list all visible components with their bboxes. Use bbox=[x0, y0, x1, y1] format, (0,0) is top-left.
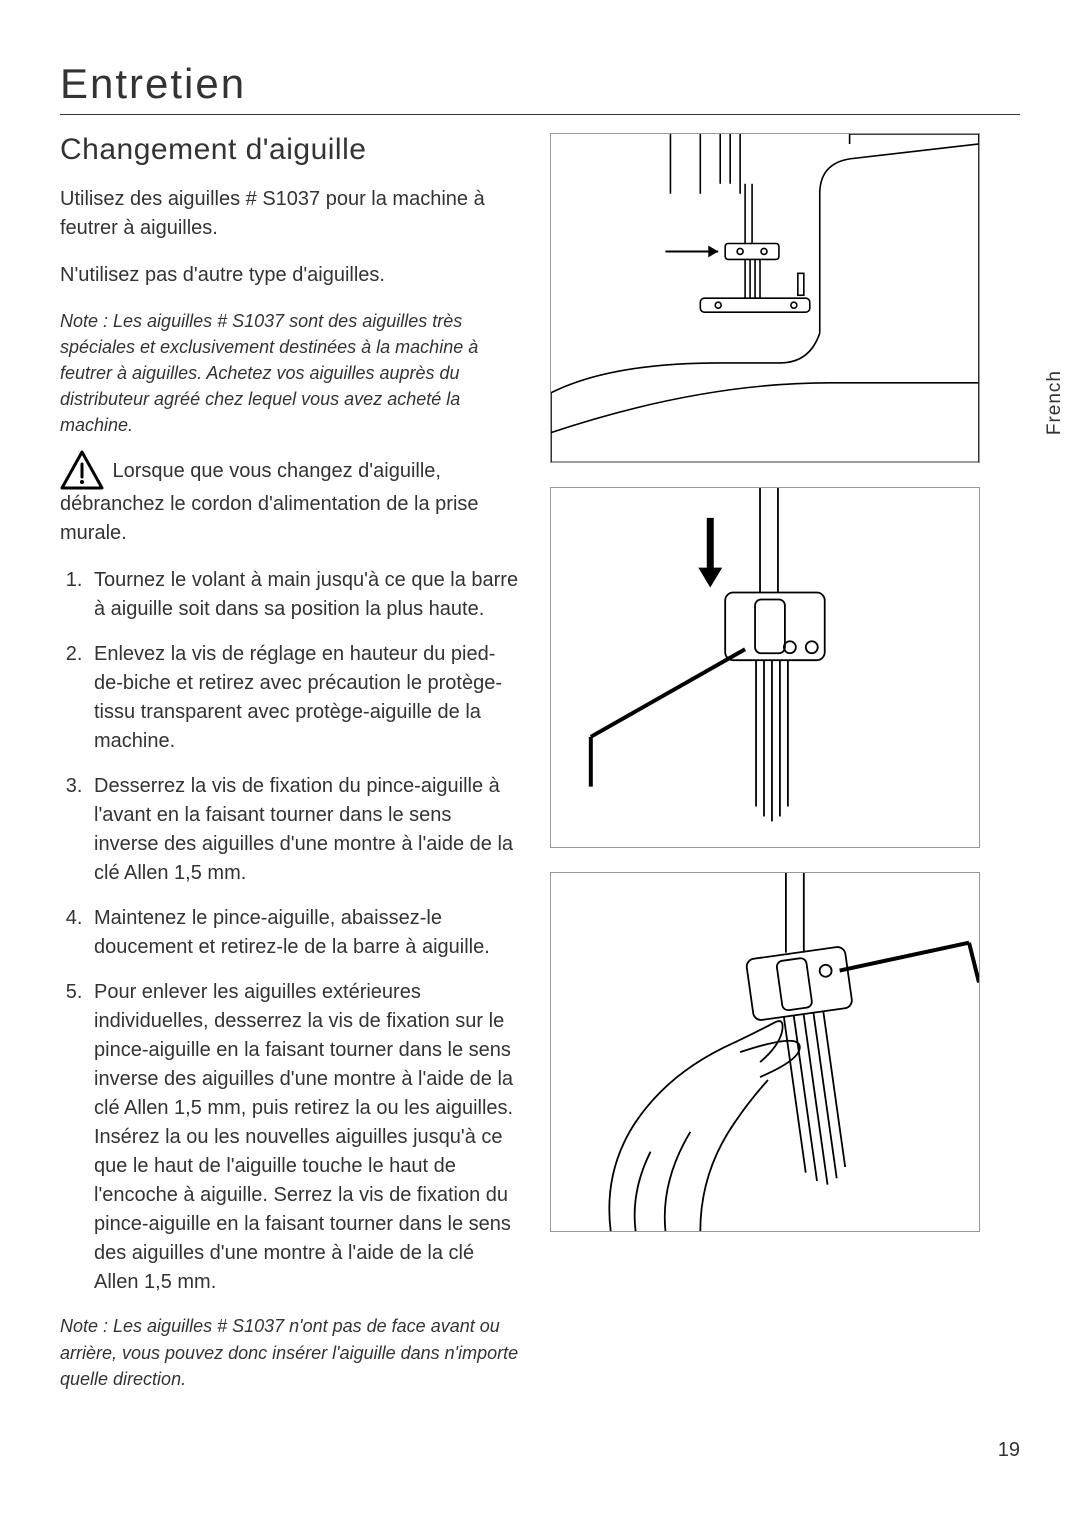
step-item: Maintenez le pince-aiguille, abaissez-le… bbox=[88, 904, 520, 962]
step-item: Tournez le volant à main jusqu'à ce que … bbox=[88, 566, 520, 624]
note-1: Note : Les aiguilles # S1037 sont des ai… bbox=[60, 308, 520, 438]
note-2: Note : Les aiguilles # S1037 n'ont pas d… bbox=[60, 1313, 520, 1391]
warning-icon bbox=[60, 450, 104, 490]
figure-1-machine-overview bbox=[550, 133, 980, 463]
step-item: Enlevez la vis de réglage en hauteur du … bbox=[88, 640, 520, 756]
language-tab: French bbox=[1044, 370, 1066, 435]
page-title: Entretien bbox=[60, 60, 1020, 115]
text-column: Changement d'aiguille Utilisez des aigui… bbox=[60, 133, 520, 1410]
section-subtitle: Changement d'aiguille bbox=[60, 133, 520, 167]
warning-text: Lorsque que vous changez d'aiguille, déb… bbox=[60, 461, 479, 545]
step-item: Desserrez la vis de fixation du pince-ai… bbox=[88, 772, 520, 888]
figure-column bbox=[550, 133, 980, 1410]
warning-block: Lorsque que vous changez d'aiguille, déb… bbox=[60, 456, 520, 548]
paragraph-1: Utilisez des aiguilles # S1037 pour la m… bbox=[60, 185, 520, 243]
figure-2-needle-clamp bbox=[550, 487, 980, 847]
figure-3-hand-holding-clamp bbox=[550, 872, 980, 1232]
page-number: 19 bbox=[998, 1439, 1020, 1462]
content-row: Changement d'aiguille Utilisez des aigui… bbox=[60, 133, 1020, 1410]
step-item: Pour enlever les aiguilles extérieures i… bbox=[88, 978, 520, 1297]
paragraph-2: N'utilisez pas d'autre type d'aiguilles. bbox=[60, 261, 520, 290]
steps-list: Tournez le volant à main jusqu'à ce que … bbox=[60, 566, 520, 1297]
